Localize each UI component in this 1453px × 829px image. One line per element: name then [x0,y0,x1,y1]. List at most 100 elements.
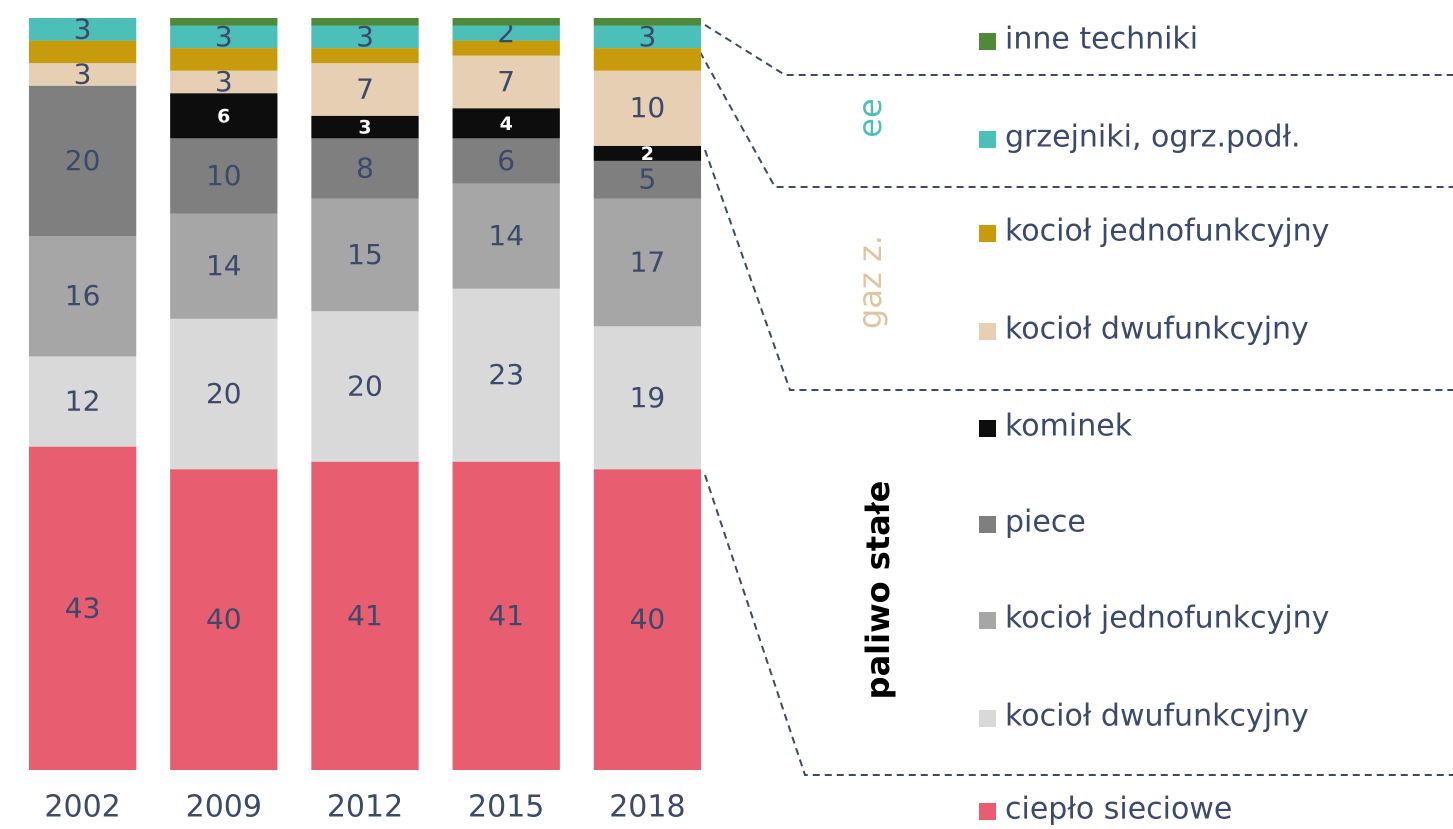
bar-segment [593,145,702,161]
bar-segment [311,461,419,770]
data-label: 12 [65,385,101,418]
data-label: 7 [356,72,374,105]
bar-segment [452,461,560,770]
bar-segment [452,55,560,109]
legend-label: kocioł jednofunkcyjny [1005,214,1329,249]
bar-segment [452,18,560,26]
data-label: 10 [206,159,242,192]
legend-swatch [979,710,996,727]
data-label: 10 [630,91,666,124]
legend-label: kocioł jednofunkcyjny [1005,601,1329,636]
bar-segment [170,469,278,770]
data-label: 3 [358,117,371,139]
bar-segment [170,70,278,94]
bar-segment [170,93,278,139]
bar-segment [311,18,419,26]
bar-segment [452,108,560,139]
data-label: 3 [356,20,374,53]
bar-segment [593,326,702,470]
bar-segment [593,160,702,199]
data-label: 3 [74,57,92,90]
data-label: 3 [215,20,233,53]
data-label: 19 [630,381,666,414]
bar-segment [452,40,560,56]
legend-swatch [979,803,996,820]
data-label: 6 [497,144,515,177]
data-label: 14 [206,249,242,282]
bar-segment [28,40,137,64]
bar-segment [28,85,137,237]
legend-label: piece [1005,505,1086,540]
bar-segment [170,213,278,319]
legend-swatch [979,516,996,533]
bar-segment [593,48,702,71]
data-label: 3 [74,12,92,45]
x-tick-label: 2018 [609,790,685,825]
data-label: 23 [488,358,524,391]
bar-segment [28,63,137,86]
legend-swatch [979,225,996,242]
data-label: 4 [500,113,513,135]
bar-segment [28,446,137,770]
data-label: 20 [206,377,242,410]
bar-segment [452,138,560,184]
data-label: 20 [347,369,383,402]
data-label: 3 [638,20,656,53]
bar-segment [593,70,702,146]
bar-segment [593,198,702,327]
data-label: 7 [497,65,515,98]
data-label: 14 [488,219,524,252]
bar-segment [593,18,702,26]
data-label: 3 [215,65,233,98]
bar-segment [311,198,419,312]
bar-segment [28,236,137,357]
legend-label: kocioł dwufunkcyjny [1005,699,1309,734]
data-label: 43 [65,591,101,624]
data-label: 40 [206,603,242,636]
bar-segment [311,63,419,116]
legend-swatch [979,33,996,50]
legend-swatch [979,323,996,340]
data-label: 20 [65,144,101,177]
bar-segment [311,25,419,49]
bar-segment [452,183,560,289]
legend-swatch [979,612,996,629]
bar-segment [170,318,278,470]
group-label: gaz z. [851,235,889,329]
data-label: 15 [347,238,383,271]
x-tick-label: 2009 [186,790,262,825]
data-label: 2 [641,143,654,165]
data-label: 17 [630,245,666,278]
bar-segment [28,356,137,447]
bar-segment [170,25,278,49]
bar-segment [452,25,560,41]
legend-label: grzejniki, ogrz.podł. [1005,120,1301,155]
x-tick-label: 2002 [44,790,120,825]
data-label: 5 [638,163,656,196]
bar-segment [170,18,278,26]
legend-label: ciepło sieciowe [1005,792,1232,827]
data-label: 41 [347,599,383,632]
connector [704,149,1453,391]
bar-segment [593,469,702,770]
data-label: 8 [356,151,374,184]
connector [699,51,1453,188]
bar-segment [311,48,419,64]
x-tick-label: 2015 [468,790,544,825]
data-label: 6 [217,105,230,127]
bar-segment [28,18,137,41]
bar-segment [311,115,419,139]
bar-segment [170,48,278,71]
data-label: 40 [630,603,666,636]
bar-segment [311,138,419,199]
group-label: paliwo stałe [859,481,897,700]
legend-label: kominek [1005,409,1133,444]
bar-segment [311,311,419,462]
bar-segment [452,288,560,462]
legend-label: inne techniki [1005,22,1198,57]
x-tick-label: 2012 [327,790,403,825]
group-label: ee [851,98,889,137]
bar-segment [170,138,278,214]
legend-swatch [979,420,996,437]
